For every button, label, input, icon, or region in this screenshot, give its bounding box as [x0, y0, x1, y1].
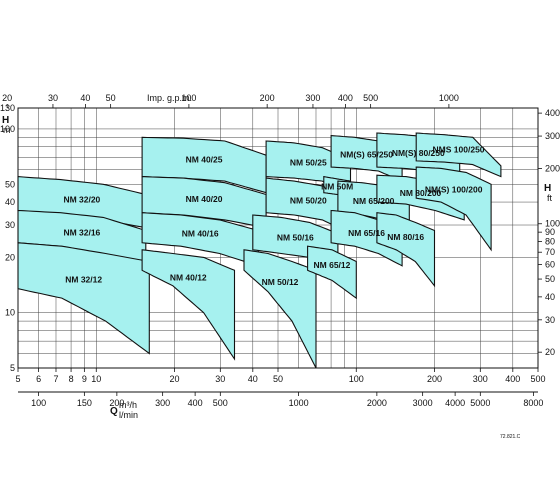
x-tick-label: 50	[273, 374, 283, 384]
y-axis-left-label: H	[2, 115, 9, 126]
pump-zone-label: NM(S) 100/200	[425, 184, 483, 194]
y-right-tick-label: 50	[545, 274, 555, 284]
x-axis-label: Q	[110, 406, 118, 417]
x-tick-label: 30	[215, 374, 225, 384]
reference-code: 72.821.C	[500, 434, 521, 440]
pump-zone-label: NM(S) 80/250	[392, 148, 445, 158]
pump-zone-label: NM 50/20	[290, 195, 327, 205]
pump-zone-label: NM 40/25	[186, 155, 223, 165]
pump-zone-label: NM 50/12	[262, 277, 299, 287]
x-top-tick-label: 40	[80, 93, 90, 103]
y-right-tick-label: 90	[545, 227, 555, 237]
pump-zone-label: NM 65/12	[314, 260, 351, 270]
x-tick-label: 500	[530, 374, 545, 384]
y-right-tick-label: 70	[545, 247, 555, 257]
y-tick-label: 50	[5, 179, 15, 189]
pump-zone-label: NM 80/16	[387, 232, 424, 242]
pump-zone-label: NM 50M	[321, 182, 353, 192]
x-tick-label: 10	[91, 374, 101, 384]
x-secondary-tick-label: 3000	[413, 398, 433, 408]
pump-zone-nm-80-16	[376, 212, 436, 288]
y-right-tick-label: 30	[545, 315, 555, 325]
y-right-tick-label: 20	[545, 347, 555, 357]
x-top-tick-label: 200	[260, 93, 275, 103]
x-top-tick-label: 1000	[439, 93, 459, 103]
pump-zone-label: NM(S) 65/250	[340, 149, 393, 159]
pump-zone-nm-65-12	[307, 245, 357, 300]
pump-zone-label: NM 32/20	[63, 195, 100, 205]
pump-zones	[17, 132, 502, 369]
pump-zone-label: NM 65/16	[348, 228, 385, 238]
x-secondary-tick-label: 2000	[367, 398, 387, 408]
x-top-tick-label: 400	[338, 93, 353, 103]
x-top-tick-label: 300	[305, 93, 320, 103]
pump-zone-label: NM 65/200	[353, 196, 395, 206]
y-right-tick-label: 200	[545, 163, 560, 173]
x-tick-label: 300	[473, 374, 488, 384]
y-right-tick-label: 300	[545, 131, 560, 141]
x-top-tick-label: 50	[106, 93, 116, 103]
pump-zone-nm-32-12	[17, 242, 150, 355]
pump-zone-label: NM 32/16	[63, 227, 100, 237]
y-tick-label: 130	[0, 103, 15, 113]
x-secondary-tick-label: 100	[31, 398, 46, 408]
pump-zone-label: NM 32/12	[65, 275, 102, 285]
x-secondary-tick-label: 1000	[289, 398, 309, 408]
x-axis-unit: m³/h	[119, 400, 137, 410]
x-secondary-tick-label: 500	[213, 398, 228, 408]
zone-labels: NM 32/20 NM 32/16 NM 32/12 NM 40/25 NM 40/20…	[63, 145, 484, 287]
pump-zone-label: NM 50/25	[290, 157, 327, 167]
x-secondary-tick-label: 4000	[445, 398, 465, 408]
x-secondary-tick-label: 300	[155, 398, 170, 408]
x-secondary-tick-label: 150	[77, 398, 92, 408]
x-secondary-tick-label: 200	[109, 398, 124, 408]
x-secondary-tick-label: 400	[188, 398, 203, 408]
x-tick-label: 200	[427, 374, 442, 384]
y-tick-label: 30	[5, 220, 15, 230]
y-right-tick-label: 60	[545, 260, 555, 270]
x-top-tick-label: 100	[181, 93, 196, 103]
y-right-tick-label: 80	[545, 237, 555, 247]
pump-zone-nms-100-250	[415, 132, 502, 178]
y-tick-label: 20	[5, 252, 15, 262]
y-right-tick-label: 400	[545, 108, 560, 118]
axes: 5 6 7 8 9 10 20 30 40 50 100 200 300 400 500 100 150 200 3…	[0, 93, 560, 408]
x-tick-label: 7	[53, 374, 58, 384]
y-right-tick-label: 100	[545, 219, 560, 229]
x-axis-secondary-unit: l/min	[119, 410, 138, 420]
pump-zone-nm-s-100-200	[415, 166, 492, 252]
x-tick-label: 6	[36, 374, 41, 384]
y-axis-right-label: H	[544, 183, 551, 194]
pump-zone-label: NM 50/16	[277, 233, 314, 243]
x-tick-label: 8	[69, 374, 74, 384]
x-secondary-tick-label: 5000	[470, 398, 490, 408]
x-tick-label: 5	[15, 374, 20, 384]
x-top-tick-label: 20	[2, 93, 12, 103]
pump-zone-label: NM 40/20	[186, 194, 223, 204]
x-tick-label: 400	[505, 374, 520, 384]
x-top-tick-label: 30	[48, 93, 58, 103]
x-tick-label: 9	[82, 374, 87, 384]
x-tick-label: 40	[248, 374, 258, 384]
pump-zone-label: NM 40/12	[170, 272, 207, 282]
pump-zone-nm-50-12	[243, 249, 317, 369]
x-axis-top-label: Imp. g.p.m.	[147, 93, 192, 103]
pump-zone-label: NM 40/16	[182, 229, 219, 239]
y-tick-label: 5	[10, 363, 15, 373]
pump-zone-label: NM 80/200	[400, 188, 442, 198]
x-tick-label: 100	[349, 374, 364, 384]
x-secondary-tick-label: 8000	[523, 398, 543, 408]
y-axis-left-unit: m	[3, 125, 11, 135]
y-tick-label: 10	[5, 308, 15, 318]
x-top-tick-label: 500	[363, 93, 378, 103]
y-right-tick-label: 40	[545, 292, 555, 302]
y-tick-label: 40	[5, 197, 15, 207]
pump-zone-label: NMS 100/250	[433, 145, 485, 155]
pump-zone-nm-40-12	[141, 249, 236, 361]
y-axis-right-unit: ft	[547, 193, 553, 203]
x-tick-label: 20	[170, 374, 180, 384]
y-tick-label: 100	[0, 124, 15, 134]
